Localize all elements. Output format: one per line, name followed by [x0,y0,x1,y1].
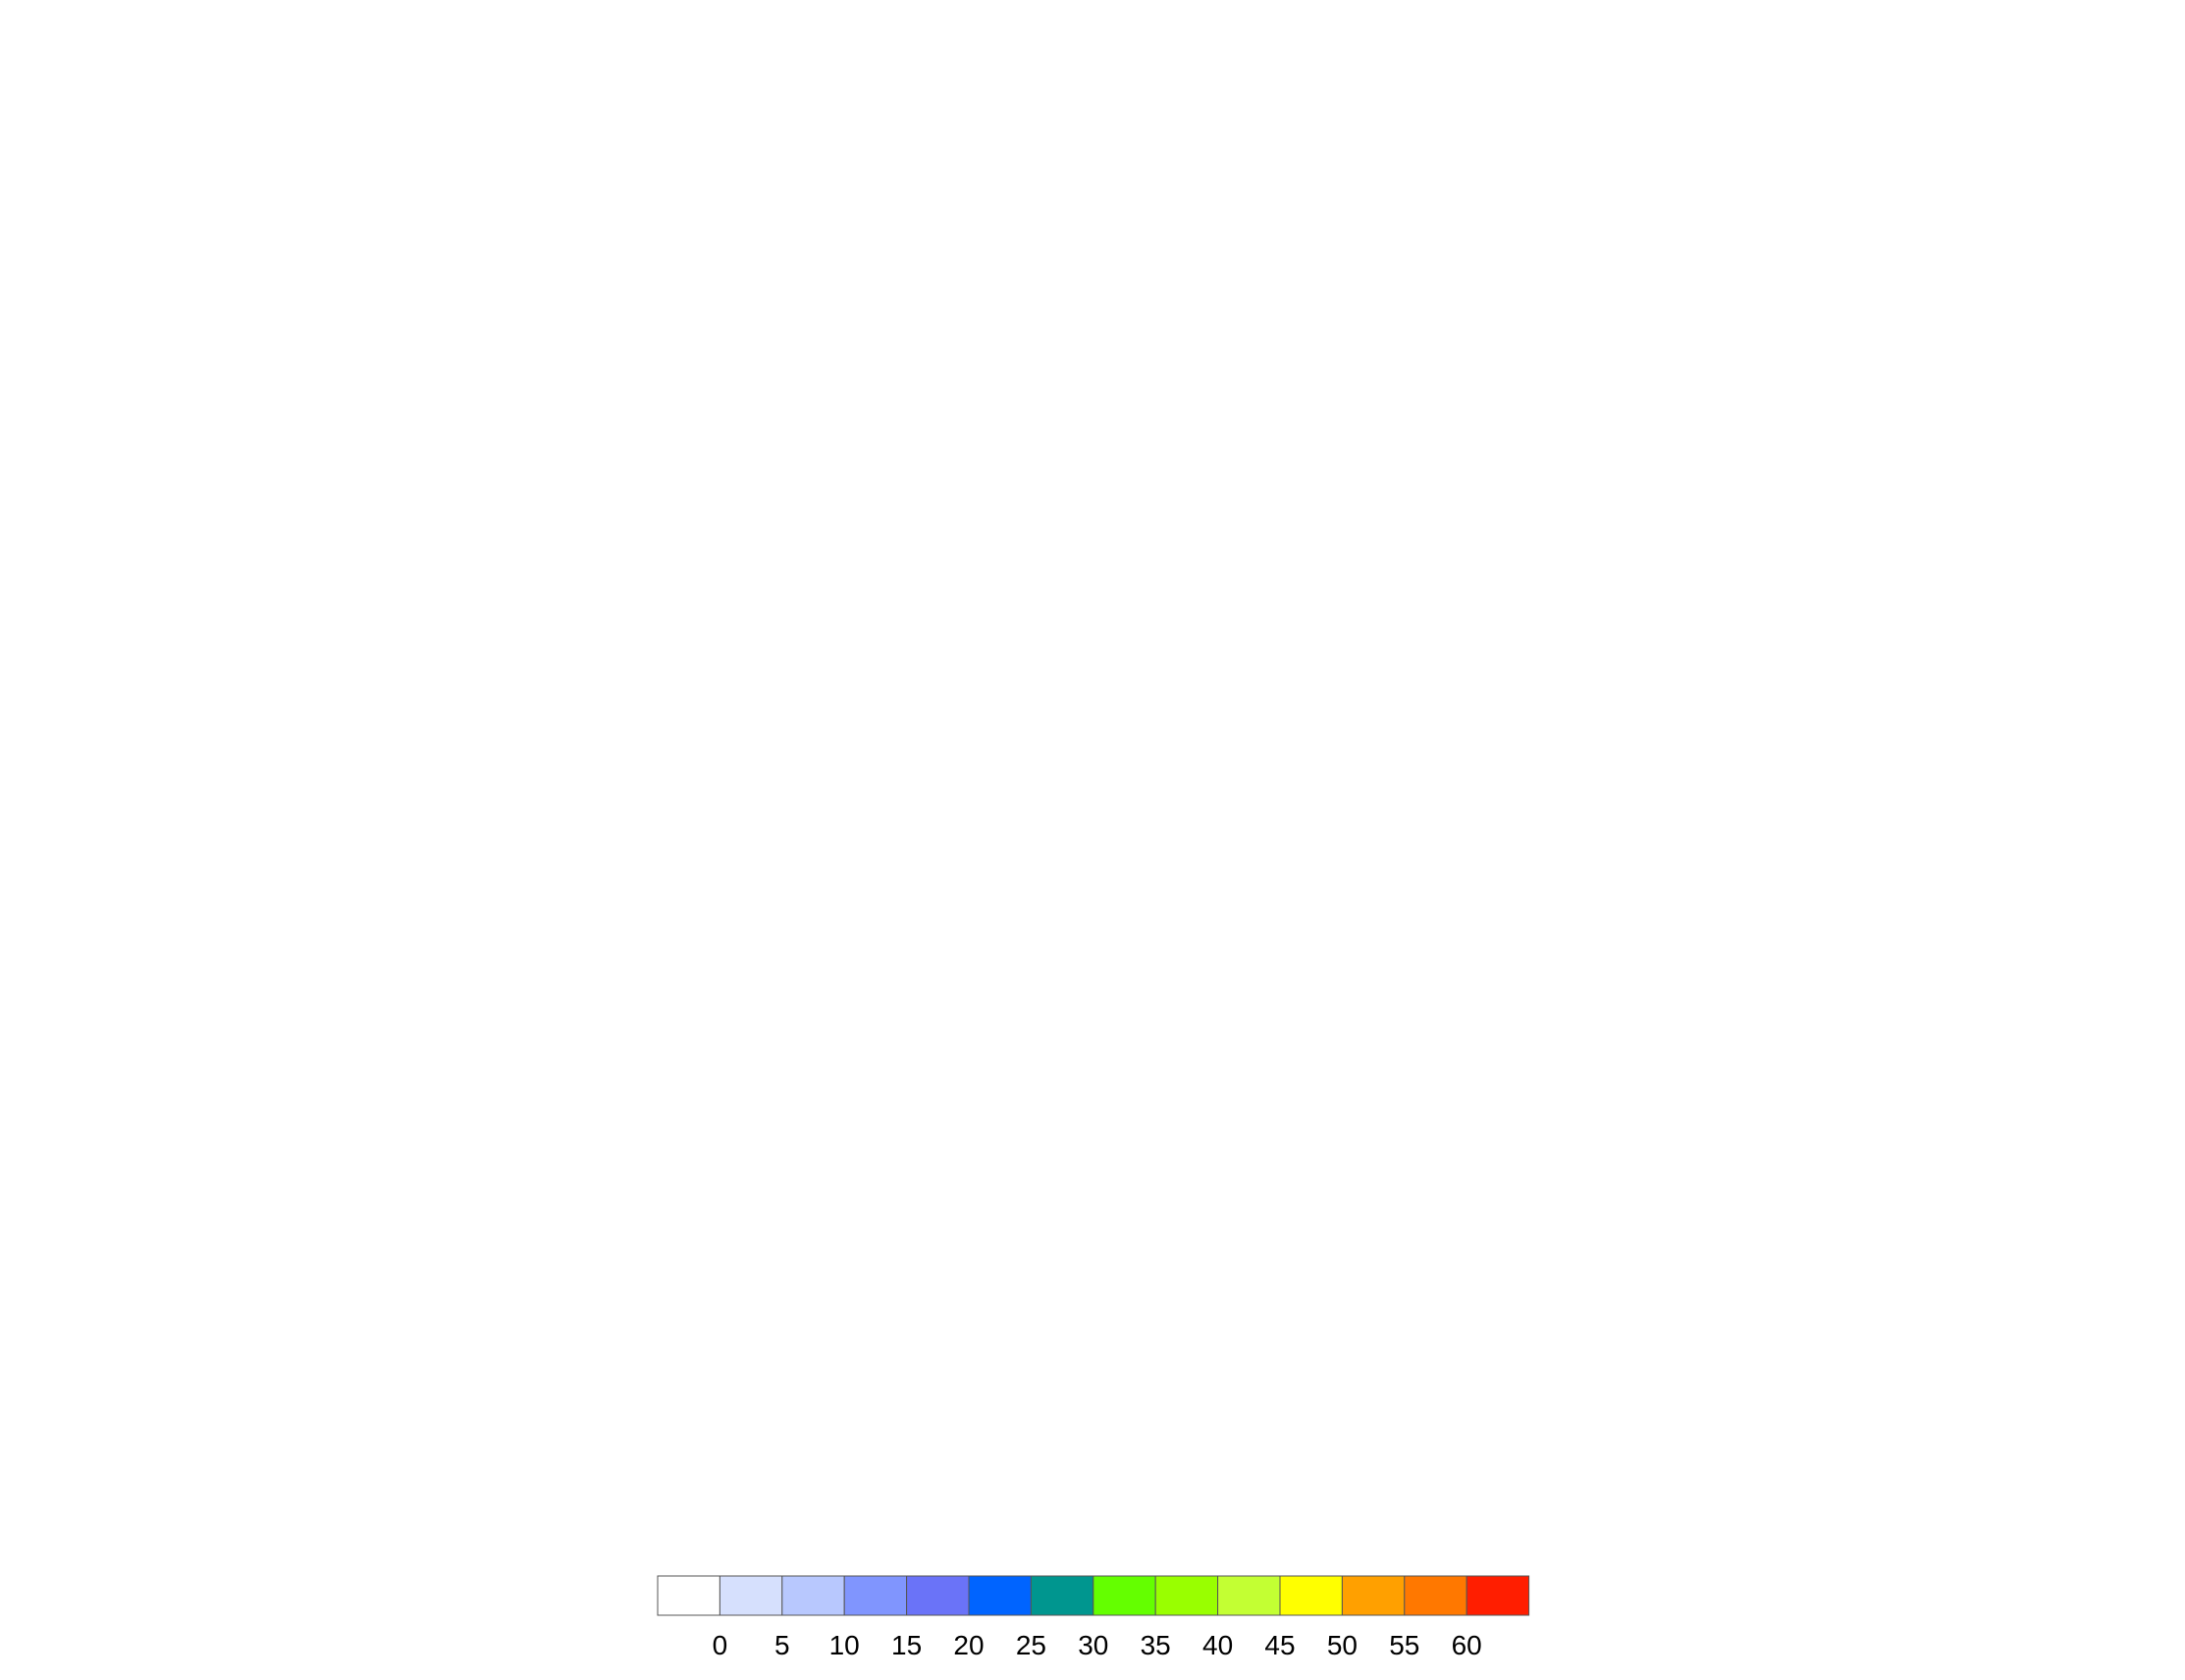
colorbar-swatch [1466,1575,1530,1616]
colorbar: 0 5 10 15 20 25 30 35 40 45 50 55 60 [657,1575,1530,1660]
colorbar-label: 15 [891,1630,922,1660]
colorbar-label: 5 [774,1630,790,1660]
colorbar-swatch [1217,1575,1281,1616]
colorbar-swatch [657,1575,720,1616]
colorbar-swatch [1404,1575,1467,1616]
colorbar-label: 0 [713,1630,728,1660]
colorbar-swatch [1341,1575,1406,1616]
colorbar-label: 10 [829,1630,860,1660]
colorbar-swatch [1279,1575,1343,1616]
colorbar-label: 35 [1141,1630,1171,1660]
colorbar-label: 40 [1202,1630,1233,1660]
colorbar-swatch [968,1575,1032,1616]
colorbar-swatch [781,1575,845,1616]
colorbar-label: 60 [1452,1630,1482,1660]
colorbar-label: 45 [1264,1630,1295,1660]
colorbar-label: 55 [1389,1630,1419,1660]
colorbar-label: 20 [953,1630,984,1660]
colorbar-label: 25 [1016,1630,1046,1660]
colorbar-swatch [1030,1575,1094,1616]
colorbar-label: 30 [1078,1630,1108,1660]
colorbar-swatch [1092,1575,1156,1616]
colorbar-swatch [1154,1575,1219,1616]
colorbar-label: 50 [1327,1630,1358,1660]
colorbar-swatch [906,1575,970,1616]
colorbar-swatch [719,1575,783,1616]
colorbar-swatch [843,1575,908,1616]
